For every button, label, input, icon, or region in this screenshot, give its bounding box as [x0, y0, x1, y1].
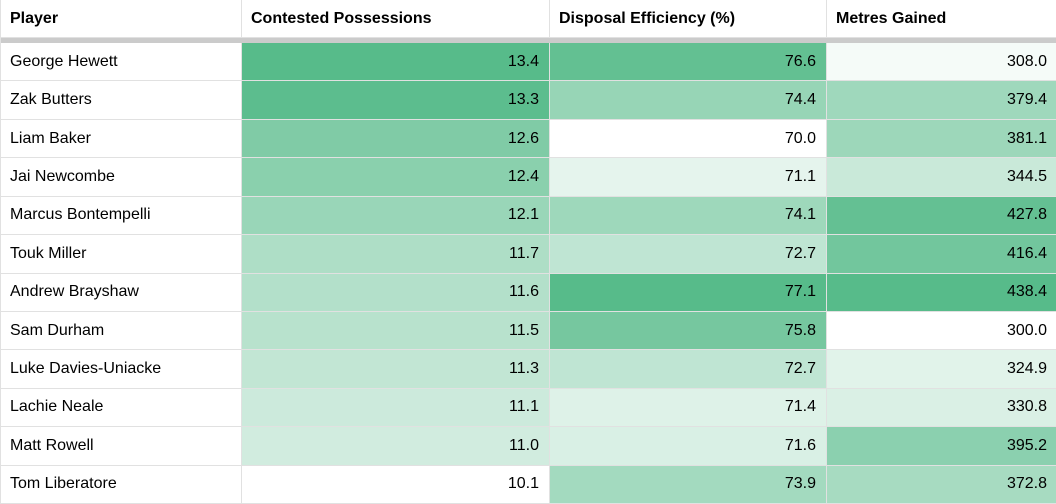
cell-metres-gained[interactable]: 344.5: [827, 158, 1056, 197]
table-row: Sam Durham 11.5 75.8 300.0: [1, 311, 1056, 351]
header-row: Player Contested Possessions Disposal Ef…: [1, 0, 1056, 37]
cell-metres-gained[interactable]: 330.8: [827, 388, 1056, 428]
cell-contested-possessions[interactable]: 11.3: [242, 350, 550, 389]
cell-contested-possessions[interactable]: 12.6: [242, 119, 550, 159]
table-row: Lachie Neale 11.1 71.4 330.8: [1, 388, 1056, 428]
cell-disposal-efficiency[interactable]: 71.4: [550, 388, 827, 428]
cell-player[interactable]: George Hewett: [1, 43, 242, 82]
table-row: Jai Newcombe 12.4 71.1 344.5: [1, 158, 1056, 197]
table-row: Zak Butters 13.3 74.4 379.4: [1, 81, 1056, 120]
cell-metres-gained[interactable]: 395.2: [827, 427, 1056, 466]
table-row: Tom Liberatore 10.1 73.9 372.8: [1, 465, 1056, 504]
cell-player[interactable]: Liam Baker: [1, 119, 242, 159]
cell-metres-gained[interactable]: 372.8: [827, 465, 1056, 504]
cell-disposal-efficiency[interactable]: 77.1: [550, 273, 827, 312]
column-header-disposal-efficiency[interactable]: Disposal Efficiency (%): [550, 0, 827, 37]
cell-disposal-efficiency[interactable]: 72.7: [550, 235, 827, 274]
cell-player[interactable]: Marcus Bontempelli: [1, 196, 242, 236]
cell-disposal-efficiency[interactable]: 73.9: [550, 465, 827, 504]
cell-player[interactable]: Lachie Neale: [1, 388, 242, 428]
table-row: Liam Baker 12.6 70.0 381.1: [1, 119, 1056, 159]
cell-contested-possessions[interactable]: 12.4: [242, 158, 550, 197]
cell-player[interactable]: Touk Miller: [1, 235, 242, 274]
column-header-player[interactable]: Player: [1, 0, 242, 37]
cell-disposal-efficiency[interactable]: 74.4: [550, 81, 827, 120]
cell-contested-possessions[interactable]: 12.1: [242, 196, 550, 236]
cell-metres-gained[interactable]: 324.9: [827, 350, 1056, 389]
table-row: Matt Rowell 11.0 71.6 395.2: [1, 427, 1056, 466]
cell-metres-gained[interactable]: 300.0: [827, 311, 1056, 351]
table-row: Andrew Brayshaw 11.6 77.1 438.4: [1, 273, 1056, 312]
cell-player[interactable]: Andrew Brayshaw: [1, 273, 242, 312]
cell-disposal-efficiency[interactable]: 71.1: [550, 158, 827, 197]
cell-disposal-efficiency[interactable]: 70.0: [550, 119, 827, 159]
cell-metres-gained[interactable]: 416.4: [827, 235, 1056, 274]
cell-player[interactable]: Matt Rowell: [1, 427, 242, 466]
column-header-metres-gained[interactable]: Metres Gained: [836, 9, 947, 27]
cell-player[interactable]: Tom Liberatore: [1, 465, 242, 504]
column-header-contested-possessions[interactable]: Contested Possessions: [242, 0, 550, 37]
cell-contested-possessions[interactable]: 13.3: [242, 81, 550, 120]
cell-disposal-efficiency[interactable]: 74.1: [550, 196, 827, 236]
cell-metres-gained[interactable]: 308.0: [827, 43, 1056, 82]
cell-metres-gained[interactable]: 438.4: [827, 273, 1056, 312]
table-row: Touk Miller 11.7 72.7 416.4: [1, 235, 1056, 274]
cell-disposal-efficiency[interactable]: 71.6: [550, 427, 827, 466]
table-row: George Hewett 13.4 76.6 308.0: [1, 43, 1056, 82]
cell-disposal-efficiency[interactable]: 72.7: [550, 350, 827, 389]
cell-contested-possessions[interactable]: 11.7: [242, 235, 550, 274]
cell-player[interactable]: Zak Butters: [1, 81, 242, 120]
cell-player[interactable]: Luke Davies-Uniacke: [1, 350, 242, 389]
cell-contested-possessions[interactable]: 11.5: [242, 311, 550, 351]
cell-contested-possessions[interactable]: 11.6: [242, 273, 550, 312]
cell-player[interactable]: Sam Durham: [1, 311, 242, 351]
frozen-pane-divider[interactable]: [1, 37, 1056, 43]
cell-contested-possessions[interactable]: 10.1: [242, 465, 550, 504]
cell-player[interactable]: Jai Newcombe: [1, 158, 242, 197]
table-body: George Hewett 13.4 76.6 308.0 Zak Butters 13.…: [1, 43, 1056, 504]
table-row: Luke Davies-Uniacke 11.3 72.7 324.9: [1, 350, 1056, 389]
table-row: Marcus Bontempelli 12.1 74.1 427.8: [1, 196, 1056, 236]
cell-metres-gained[interactable]: 381.1: [827, 119, 1056, 159]
cell-contested-possessions[interactable]: 11.1: [242, 388, 550, 428]
cell-disposal-efficiency[interactable]: 75.8: [550, 311, 827, 351]
cell-disposal-efficiency[interactable]: 76.6: [550, 43, 827, 82]
cell-contested-possessions[interactable]: 11.0: [242, 427, 550, 466]
cell-metres-gained[interactable]: 427.8: [827, 196, 1056, 236]
cell-metres-gained[interactable]: 379.4: [827, 81, 1056, 120]
cell-contested-possessions[interactable]: 13.4: [242, 43, 550, 82]
